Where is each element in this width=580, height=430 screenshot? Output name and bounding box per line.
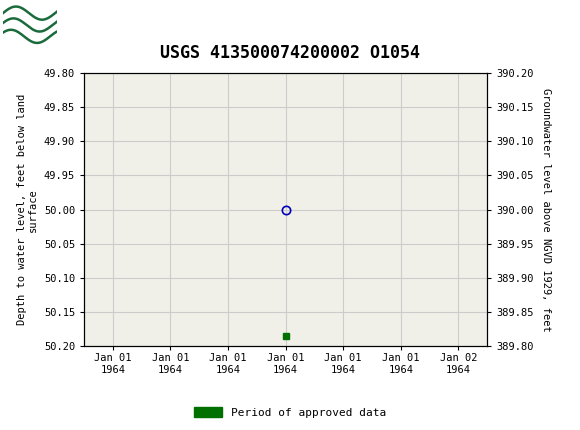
FancyBboxPatch shape xyxy=(3,3,58,46)
Text: USGS 413500074200002 O1054: USGS 413500074200002 O1054 xyxy=(160,44,420,62)
Y-axis label: Depth to water level, feet below land
surface: Depth to water level, feet below land su… xyxy=(17,94,38,325)
Y-axis label: Groundwater level above NGVD 1929, feet: Groundwater level above NGVD 1929, feet xyxy=(541,88,550,332)
Legend: Period of approved data: Period of approved data xyxy=(190,403,390,422)
Text: USGS: USGS xyxy=(67,11,139,35)
